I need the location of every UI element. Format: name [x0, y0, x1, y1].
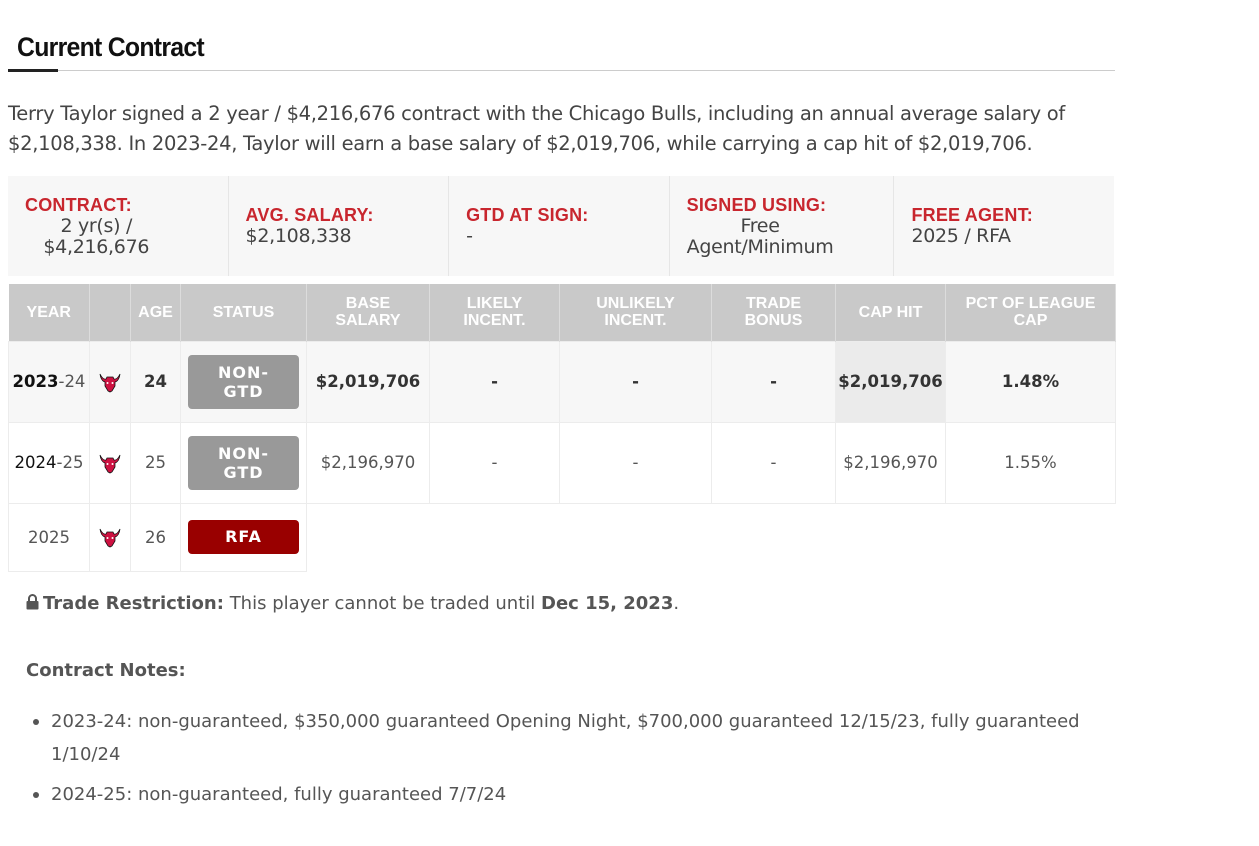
cell-base-salary: $2,019,706: [306, 340, 430, 423]
cell-pct-cap: 1.48%: [945, 340, 1116, 423]
cell-age: 26: [130, 502, 181, 572]
status-line: GTD: [223, 462, 264, 482]
cell-cap-hit: $2,196,970: [835, 421, 946, 504]
stat-label: GTD AT SIGN:: [466, 205, 589, 225]
year-sub: -25: [56, 453, 84, 472]
col-pct-cap[interactable]: PCT OF LEAGUE CAP: [945, 284, 1116, 341]
cell-year: 2025: [8, 502, 90, 572]
year-sub: -24: [58, 372, 86, 391]
cell-age: 25: [130, 421, 181, 504]
list-item: 2023-24: non-guaranteed, $350,000 guaran…: [33, 705, 1121, 771]
cell-team: [89, 421, 131, 504]
stat-contract: CONTRACT: 2 yr(s) / $4,216,676: [8, 176, 229, 276]
stat-value: 2025 / RFA: [911, 225, 1011, 247]
col-cap-hit[interactable]: CAP HIT: [835, 284, 946, 341]
cell-unlikely-incent: -: [559, 340, 712, 423]
contract-summary: Terry Taylor signed a 2 year / $4,216,67…: [8, 102, 1065, 155]
status-line: NON-: [217, 362, 270, 382]
cell-likely-incent: -: [429, 421, 560, 504]
status-badge: RFA: [188, 520, 299, 554]
cell-trade-bonus: -: [711, 421, 836, 504]
bulls-logo-icon[interactable]: [98, 526, 122, 548]
restriction-end: .: [673, 593, 680, 614]
status-line: NON-: [217, 443, 270, 463]
col-age[interactable]: AGE: [130, 284, 181, 341]
stat-value: -: [466, 225, 473, 247]
cell-status: NON- GTD: [180, 340, 307, 423]
stat-label: CONTRACT:: [25, 194, 132, 215]
col-base-salary[interactable]: BASE SALARY: [306, 284, 430, 341]
restriction-label: Trade Restriction:: [43, 593, 224, 614]
status-badge: NON- GTD: [188, 354, 299, 409]
table-row: 2024-25 25 NON- GTD $2,196,970 - - - $2,1…: [8, 421, 1116, 504]
year-main: 2023: [12, 372, 59, 391]
stat-label: FREE AGENT:: [911, 205, 1033, 225]
col-status[interactable]: STATUS: [180, 284, 307, 341]
cell-year: 2024-25: [8, 421, 90, 504]
table-row: 2023-24 24 NON- GTD $2,019,706 - - - $2,0…: [8, 340, 1116, 423]
stat-value: Agent/Minimum: [686, 235, 834, 258]
cell-base-salary: $2,196,970: [306, 421, 430, 504]
cell-likely-incent: -: [429, 340, 560, 423]
contract-table: YEAR AGE STATUS BASE SALARY LIKELY INCEN…: [8, 284, 1116, 572]
section-title: Current Contract: [17, 32, 205, 62]
col-likely-incent[interactable]: LIKELY INCENT.: [429, 284, 560, 341]
stat-free-agent: FREE AGENT: 2025 / RFA: [894, 176, 1114, 276]
cell-trade-bonus: -: [711, 340, 836, 423]
restriction-text: This player cannot be traded until: [229, 593, 536, 614]
empty-cells: [306, 503, 1116, 571]
cell-status: NON- GTD: [180, 421, 307, 504]
contract-notes-list: 2023-24: non-guaranteed, $350,000 guaran…: [33, 705, 1121, 818]
cell-team: [89, 340, 131, 423]
cell-unlikely-incent: -: [559, 421, 712, 504]
cell-status: RFA: [180, 502, 307, 572]
lock-icon: [26, 594, 39, 610]
title-underline: [8, 69, 58, 72]
stat-gtd-at-sign: GTD AT SIGN: -: [449, 176, 670, 276]
restriction-date: Dec 15, 2023: [541, 593, 674, 614]
cell-pct-cap: 1.55%: [945, 421, 1116, 504]
stat-label: SIGNED USING:: [686, 194, 827, 215]
contract-stats: CONTRACT: 2 yr(s) / $4,216,676 AVG. SALA…: [8, 176, 1114, 276]
cell-team: [89, 502, 131, 572]
bulls-logo-icon[interactable]: [98, 371, 122, 393]
table-header-row: YEAR AGE STATUS BASE SALARY LIKELY INCEN…: [8, 284, 1116, 341]
stat-value: Free: [740, 214, 780, 237]
stat-label: AVG. SALARY:: [245, 205, 374, 225]
cell-cap-hit: $2,019,706: [835, 340, 946, 423]
stat-value: $2,108,338: [245, 225, 352, 247]
status-line: GTD: [223, 381, 264, 401]
col-year[interactable]: YEAR: [8, 284, 90, 341]
table-row: 2025 26 RFA: [8, 502, 1116, 572]
col-team: [89, 284, 131, 341]
section-header: Current Contract: [8, 28, 1115, 72]
stat-value: 2 yr(s) /: [60, 214, 133, 237]
cell-year: 2023-24: [8, 340, 90, 423]
contract-notes-title: Contract Notes:: [26, 660, 186, 681]
cell-age: 24: [130, 340, 181, 423]
status-badge: NON- GTD: [188, 435, 299, 490]
bulls-logo-icon[interactable]: [98, 452, 122, 474]
stat-signed-using: SIGNED USING: Free Agent/Minimum: [670, 176, 895, 276]
stat-value: $4,216,676: [43, 235, 150, 258]
col-unlikely-incent[interactable]: UNLIKELY INCENT.: [559, 284, 712, 341]
year-main: 2024: [14, 453, 57, 472]
col-trade-bonus[interactable]: TRADE BONUS: [711, 284, 836, 341]
list-item: 2024-25: non-guaranteed, fully guarantee…: [33, 778, 1121, 811]
stat-avg-salary: AVG. SALARY: $2,108,338: [229, 176, 450, 276]
trade-restriction: Trade Restriction: This player cannot be…: [26, 593, 679, 614]
